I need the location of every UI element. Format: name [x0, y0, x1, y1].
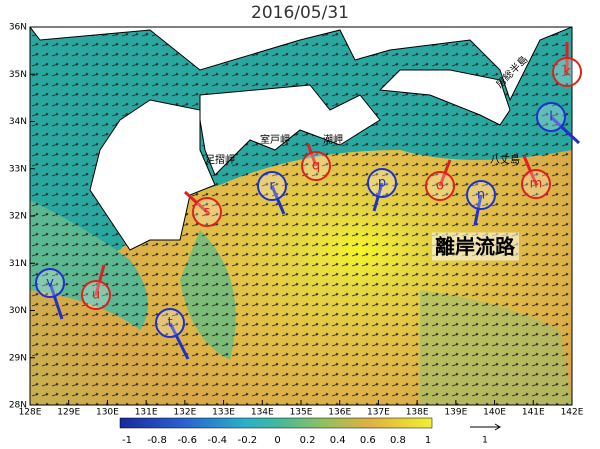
lon-label: 131E [135, 408, 158, 418]
lat-label: 32N [9, 212, 27, 222]
eddy-label: n [477, 188, 485, 203]
colorbar-label: 0 [274, 435, 280, 446]
colorbar-label: 0.4 [330, 435, 346, 446]
title: 2016/05/31 [251, 3, 349, 23]
eddy-arrow [48, 282, 64, 320]
lat-label: 33N [9, 164, 27, 174]
eddy-label: l [549, 110, 553, 125]
place-label: 足摺岬 [205, 153, 235, 166]
eddy-circle [466, 180, 496, 210]
reference-vector-label: 1 [482, 436, 488, 446]
field [30, 27, 572, 405]
eddy-circle [552, 57, 582, 87]
eddy-arrow [168, 322, 190, 360]
reference-arrowhead [494, 423, 501, 431]
lat-label: 35N [9, 70, 27, 80]
eddy-circle [155, 308, 185, 338]
colorbar-label: -0.2 [238, 435, 258, 446]
eddy-label: r [269, 179, 275, 194]
eddy-circle [81, 280, 111, 310]
eddy-arrow [94, 264, 106, 296]
lat-label: 28N [9, 401, 27, 411]
lon-label: 140E [483, 408, 506, 418]
place-label: 室戸岬 [260, 133, 290, 146]
lon-label: 137E [367, 408, 390, 418]
eddy-arrow [473, 194, 483, 226]
lat-label: 31N [9, 259, 27, 269]
lon-label: 135E [290, 408, 313, 418]
lon-label: 134E [251, 408, 274, 418]
lon-label: 130E [96, 408, 119, 418]
eddy-circle [192, 197, 222, 227]
eddy-arrow [270, 185, 286, 215]
eddy-circle [301, 151, 331, 181]
lon-label: 136E [328, 408, 351, 418]
eddy-label: o [436, 179, 444, 194]
place-label: 八丈島 [490, 153, 520, 166]
eddy-label: p [378, 176, 386, 191]
eddy-circle [367, 168, 397, 198]
eddy-circle [425, 171, 455, 201]
lon-label: 129E [57, 408, 80, 418]
eddy-label: m [530, 177, 543, 192]
eddy-circle [35, 268, 65, 298]
colorbar-label: -0.4 [208, 435, 228, 446]
colorbar-label: 1 [425, 435, 431, 446]
colorbar-label: 0.2 [300, 435, 316, 446]
lon-label: 133E [212, 408, 235, 418]
eddy-label: t [167, 316, 172, 331]
lon-label: 142E [561, 408, 584, 418]
lat-label: 29N [9, 353, 27, 363]
lat-label: 36N [9, 23, 27, 33]
eddy-label: u [92, 288, 100, 303]
eddy-circle [536, 102, 566, 132]
lon-label: 138E [406, 408, 429, 418]
colorbar-label: -0.8 [147, 435, 167, 446]
colorbar-label: 0.8 [390, 435, 406, 446]
lon-label: 132E [173, 408, 196, 418]
eddy-arrow [522, 155, 538, 185]
eddy-arrow [306, 143, 318, 167]
eddy-circle [257, 171, 287, 201]
eddy-label: k [563, 65, 571, 80]
colorbar-label: 0.6 [360, 435, 376, 446]
place-label: 離岸流路 [435, 235, 516, 259]
eddy-arrow [549, 115, 581, 145]
lon-label: 139E [444, 408, 467, 418]
place-label: 潮岬 [323, 133, 343, 146]
colorbar-label: -0.6 [177, 435, 197, 446]
place-label-bg [432, 232, 519, 261]
eddy-label: v [46, 276, 54, 291]
eddy-label: s [204, 205, 211, 220]
eddy-circle [521, 169, 551, 199]
eddy-label: q [312, 159, 320, 174]
lon-label: 128E [19, 408, 42, 418]
colorbar-label: -1 [122, 435, 132, 446]
lat-label: 34N [9, 117, 27, 127]
colorbar [119, 417, 433, 429]
lon-label: 141E [522, 408, 545, 418]
lat-label: 30N [9, 306, 27, 316]
